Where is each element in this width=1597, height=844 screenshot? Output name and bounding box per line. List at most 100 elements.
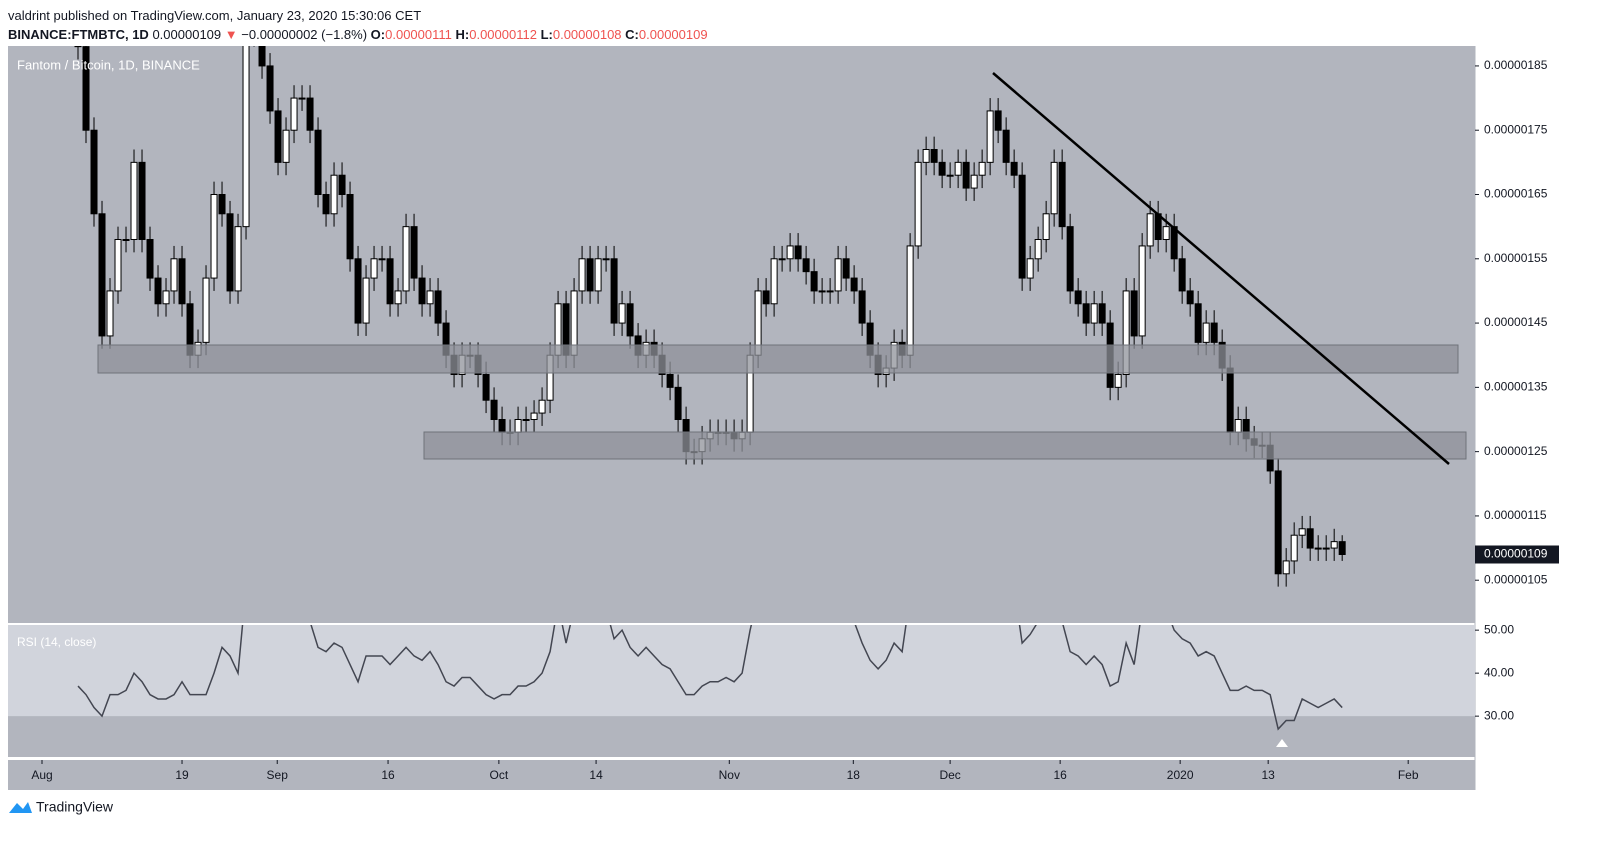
candle-body bbox=[834, 258, 842, 292]
candle-body bbox=[178, 258, 186, 305]
rsi-tick-label: 40.00 bbox=[1484, 665, 1514, 679]
footer-text: TradingView bbox=[36, 799, 114, 815]
ohlc-label: C: bbox=[625, 27, 639, 42]
candle-body bbox=[1274, 470, 1282, 575]
annotations bbox=[97, 72, 1467, 465]
x-tick-label: Aug bbox=[31, 768, 52, 782]
candle-body bbox=[842, 258, 850, 279]
candle-body bbox=[106, 290, 114, 337]
candle-body bbox=[522, 419, 530, 421]
candle-body bbox=[938, 161, 946, 176]
y-tick-label: 0.00000145 bbox=[1484, 315, 1548, 329]
candle-body bbox=[1306, 528, 1314, 549]
logo bbox=[9, 802, 32, 813]
candle-body bbox=[314, 129, 322, 195]
candle-body bbox=[1234, 419, 1242, 433]
candle-body bbox=[338, 174, 346, 195]
candle-body bbox=[346, 194, 354, 260]
change: −0.00000002 (−1.8%) bbox=[241, 27, 368, 42]
candle-body bbox=[378, 258, 386, 261]
ohlc-label: H: bbox=[455, 27, 470, 42]
candle-body bbox=[778, 258, 786, 261]
time-axis bbox=[8, 760, 1475, 790]
candle-body bbox=[946, 174, 954, 177]
candle-body bbox=[306, 97, 314, 131]
rsi-line bbox=[77, 625, 1343, 731]
candle-body bbox=[1138, 245, 1146, 337]
candle-body bbox=[666, 374, 674, 388]
candle-body bbox=[426, 290, 434, 305]
candle-body bbox=[258, 46, 266, 67]
candle-body bbox=[1330, 541, 1338, 549]
candle-body bbox=[282, 129, 290, 163]
price: 0.00000109 bbox=[152, 27, 222, 42]
candle-body bbox=[962, 161, 970, 189]
candle-body bbox=[770, 258, 778, 305]
candle-body bbox=[498, 419, 506, 433]
last-price-tag bbox=[1475, 545, 1559, 564]
candle-body bbox=[530, 412, 538, 421]
candle-body bbox=[154, 277, 162, 305]
candle-body bbox=[1170, 226, 1178, 260]
candle-body bbox=[1122, 290, 1130, 375]
candle-body bbox=[226, 213, 234, 292]
candle-body bbox=[810, 271, 818, 292]
x-tick-label: 14 bbox=[589, 768, 603, 782]
candle-body bbox=[978, 161, 986, 176]
arrow: ▼ bbox=[224, 27, 238, 42]
candle-body bbox=[490, 399, 498, 421]
rsi-tick-label: 50.00 bbox=[1484, 622, 1514, 636]
candle-body bbox=[1082, 303, 1090, 324]
candle-body bbox=[914, 161, 922, 247]
candle-body bbox=[906, 245, 914, 356]
y-tick-label: 0.00000115 bbox=[1484, 508, 1547, 522]
candle-body bbox=[122, 239, 130, 241]
candle-body bbox=[354, 258, 362, 324]
x-tick-label: Dec bbox=[939, 768, 960, 782]
candle-body bbox=[954, 161, 962, 176]
candle-body bbox=[762, 290, 770, 305]
candle-body bbox=[850, 277, 858, 292]
candle-body bbox=[578, 258, 586, 292]
candle-body bbox=[210, 194, 218, 279]
candle-body bbox=[218, 194, 226, 215]
zone bbox=[423, 431, 1467, 460]
x-tick-label: 13 bbox=[1261, 768, 1275, 782]
x-tick-label: Oct bbox=[490, 768, 509, 782]
last-price-label: 0.00000109 bbox=[1484, 547, 1548, 561]
candle-body bbox=[434, 290, 442, 324]
candle-body bbox=[1026, 258, 1034, 279]
candle-body bbox=[1210, 322, 1218, 343]
x-tick-label: Feb bbox=[1398, 768, 1419, 782]
y-tick-label: 0.00000185 bbox=[1484, 58, 1548, 72]
candle-body bbox=[674, 386, 682, 421]
candle-body bbox=[202, 277, 210, 343]
candle-body bbox=[298, 97, 306, 100]
byline: valdrint published on TradingView.com, J… bbox=[8, 8, 422, 23]
ohlc-value: 0.00000111 bbox=[385, 27, 452, 42]
footer: TradingView bbox=[9, 799, 114, 815]
candle-body bbox=[858, 290, 866, 324]
symbol: BINANCE:FTMBTC, 1D bbox=[8, 27, 149, 42]
candle-body bbox=[618, 303, 626, 324]
x-tick-label: 18 bbox=[847, 768, 861, 782]
candle-body bbox=[1290, 534, 1298, 562]
x-tick-label: Nov bbox=[719, 768, 740, 782]
candle-body bbox=[786, 245, 794, 260]
candle-body bbox=[586, 258, 594, 292]
ohlc-value: 0.00000112 bbox=[469, 27, 537, 42]
chart-title: Fantom / Bitcoin, 1D, BINANCE bbox=[17, 57, 200, 72]
candle-body bbox=[1074, 290, 1082, 305]
candle-body bbox=[1002, 129, 1010, 163]
price-pane bbox=[8, 46, 1475, 623]
rsi-tick-label: 30.00 bbox=[1484, 708, 1514, 722]
candle-body bbox=[626, 303, 634, 337]
y-tick-label: 0.00000155 bbox=[1484, 251, 1548, 265]
x-tick-label: 16 bbox=[1053, 768, 1067, 782]
candle-body bbox=[826, 290, 834, 293]
candle-body bbox=[1010, 161, 1018, 176]
y-tick-label: 0.00000105 bbox=[1484, 572, 1548, 586]
x-tick-label: 19 bbox=[175, 768, 189, 782]
candle-body bbox=[1314, 547, 1322, 550]
